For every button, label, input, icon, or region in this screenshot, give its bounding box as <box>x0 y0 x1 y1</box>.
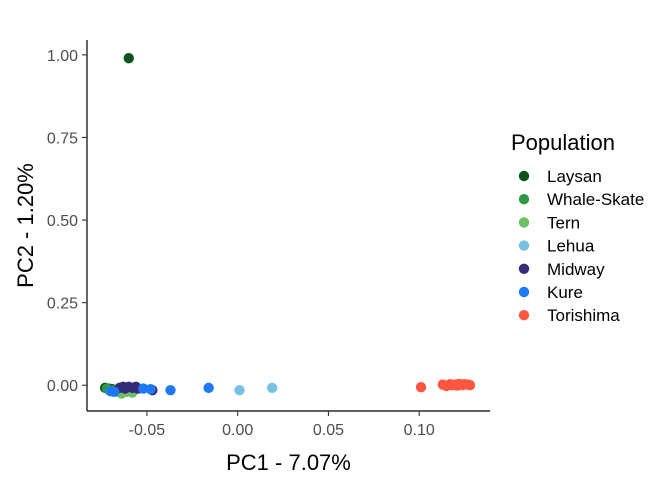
legend-label: Torishima <box>547 306 620 325</box>
legend-label: Whale-Skate <box>547 190 644 209</box>
y-axis-title: PC2 - 1.20% <box>13 163 38 288</box>
legend-label: Kure <box>547 283 583 302</box>
data-point <box>123 52 134 64</box>
x-tick-label: 0.05 <box>313 422 344 439</box>
legend: Population Laysan Whale-Skate Tern Lehua Mid… <box>511 130 644 325</box>
y-tick-label: 1.00 <box>47 48 78 65</box>
legend-label: Tern <box>547 213 580 232</box>
y-tick-label: 0.50 <box>47 213 78 230</box>
x-tick-label: 0.10 <box>404 422 435 439</box>
legend-label: Lehua <box>547 237 595 256</box>
data-point <box>234 384 245 396</box>
legend-key <box>518 286 530 298</box>
y-tick-label: 0.00 <box>47 378 78 395</box>
x-axis-title: PC1 - 7.07% <box>226 450 351 475</box>
x-tick-label: 0.00 <box>222 422 253 439</box>
legend-key <box>518 194 530 205</box>
data-point <box>203 382 214 394</box>
y-tick-label: 0.25 <box>47 296 78 313</box>
y-axis-ticks: 0.00 0.25 0.50 0.75 1.00 <box>47 48 87 395</box>
legend-items: Laysan Whale-Skate Tern Lehua Midway Kure Tori… <box>518 167 644 325</box>
data-point <box>109 386 120 398</box>
data-point <box>266 382 278 394</box>
x-axis-ticks: -0.05 0.00 0.05 0.10 <box>129 411 435 439</box>
legend-label: Laysan <box>547 167 602 186</box>
data-point <box>165 384 176 396</box>
data-point <box>145 383 156 395</box>
legend-key <box>518 240 530 251</box>
legend-key <box>518 310 530 321</box>
x-tick-label: -0.05 <box>129 422 166 439</box>
points-layer <box>99 52 476 399</box>
data-point <box>415 382 427 393</box>
legend-label: Midway <box>547 260 605 279</box>
y-tick-label: 0.75 <box>47 130 78 147</box>
legend-key <box>518 170 530 182</box>
data-point <box>464 380 476 391</box>
legend-key <box>518 263 530 274</box>
legend-title: Population <box>511 130 615 155</box>
legend-key <box>518 217 530 228</box>
